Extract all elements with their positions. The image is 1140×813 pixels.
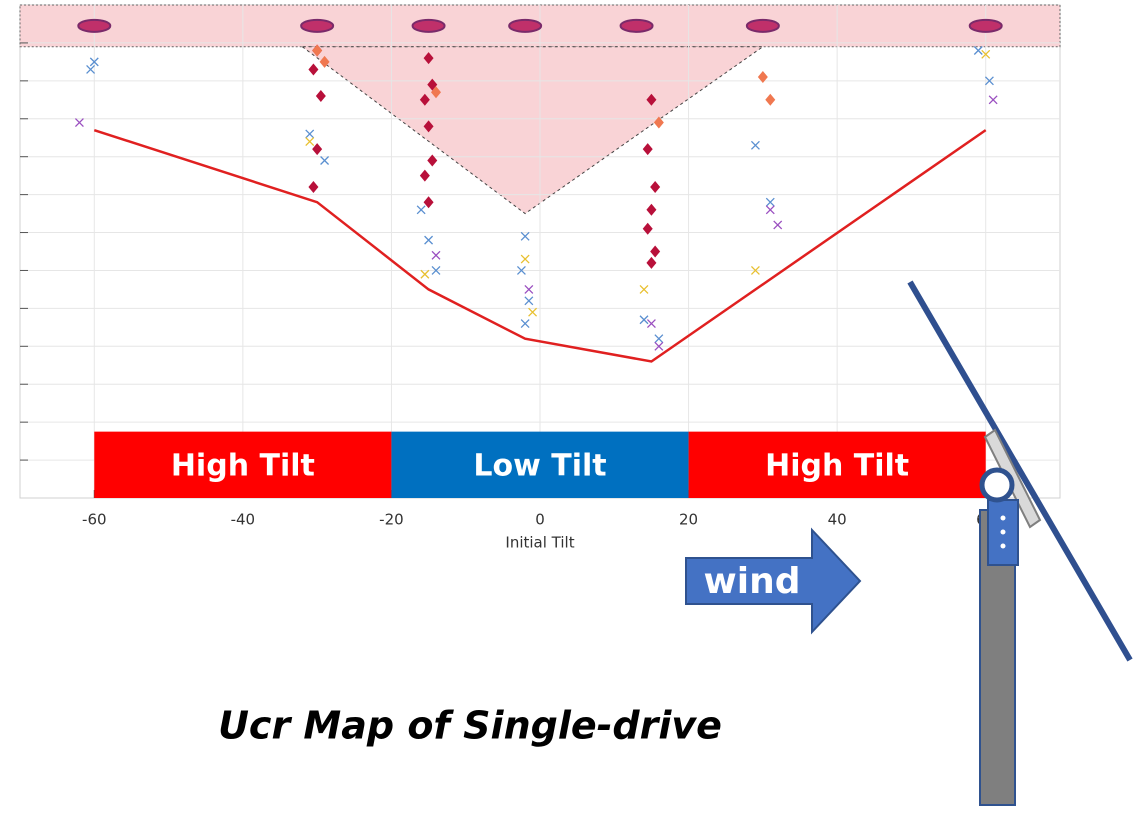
panel <box>907 280 1133 662</box>
x-tick-label: -20 <box>379 511 404 529</box>
threshold-line <box>93 128 987 363</box>
x-tick-label: -60 <box>82 511 107 529</box>
x-tick-label: 40 <box>828 511 847 529</box>
wind-arrow <box>685 527 862 635</box>
point <box>74 118 84 128</box>
region-bar <box>94 431 392 498</box>
point <box>765 93 776 106</box>
point <box>424 235 434 245</box>
x-axis-label: Initial Tilt <box>505 534 574 552</box>
caption: Ucr Map of Single-drive <box>218 704 722 748</box>
point <box>419 93 430 106</box>
point <box>431 266 441 275</box>
wind-label: wind <box>704 561 801 602</box>
point <box>416 205 426 215</box>
point <box>423 196 434 209</box>
shaded-region <box>300 46 765 215</box>
point <box>423 52 434 65</box>
bolt <box>1000 529 1006 535</box>
point-cluster <box>745 18 780 33</box>
region-bar <box>688 431 986 498</box>
point <box>765 197 775 207</box>
point <box>420 269 430 279</box>
point <box>773 220 783 230</box>
point <box>750 140 760 150</box>
bolt <box>1000 543 1006 549</box>
point <box>419 169 430 182</box>
point <box>750 266 760 275</box>
overlay: wind Ucr Map of Single-drive <box>218 280 1133 806</box>
point <box>988 95 998 105</box>
point <box>646 319 656 329</box>
point <box>315 90 326 103</box>
point <box>524 284 534 294</box>
point <box>319 55 330 68</box>
point-cluster <box>619 18 654 33</box>
point <box>423 120 434 133</box>
pivot <box>979 467 1015 503</box>
point <box>520 319 530 329</box>
point <box>312 44 323 57</box>
point <box>308 181 319 194</box>
point <box>642 143 653 156</box>
point-cluster <box>508 18 543 33</box>
point <box>427 154 438 167</box>
region-label: Low Tilt <box>473 448 606 483</box>
point <box>431 250 441 260</box>
point <box>639 284 649 294</box>
point-cluster <box>968 18 1003 33</box>
x-tick-label: -40 <box>231 511 256 529</box>
point <box>981 49 991 59</box>
point-cluster <box>411 18 446 33</box>
point <box>650 245 661 258</box>
point <box>308 63 319 76</box>
point-cluster <box>77 18 112 33</box>
point <box>86 65 96 74</box>
point <box>431 86 441 99</box>
point <box>520 254 530 264</box>
point <box>654 334 664 344</box>
point <box>305 129 315 139</box>
point <box>528 307 538 317</box>
point <box>642 222 653 235</box>
point <box>89 57 99 67</box>
point <box>320 156 330 165</box>
point <box>516 266 526 275</box>
point <box>646 256 657 269</box>
bolt <box>1000 515 1006 521</box>
point <box>654 341 664 351</box>
point <box>646 203 657 216</box>
point <box>973 46 983 55</box>
point <box>757 71 768 84</box>
point <box>650 181 661 194</box>
point <box>520 231 530 241</box>
point <box>653 116 664 129</box>
x-tick-label: 20 <box>679 511 698 529</box>
region-label: High Tilt <box>171 448 315 483</box>
point-cluster <box>300 18 335 33</box>
point <box>427 78 438 91</box>
point <box>984 76 994 86</box>
region-bar <box>391 431 689 498</box>
point <box>765 205 775 215</box>
x-tick-label: 0 <box>535 511 545 529</box>
point <box>305 137 315 146</box>
point <box>639 315 649 325</box>
point <box>646 93 657 106</box>
region-label: High Tilt <box>765 448 909 483</box>
point <box>312 143 323 156</box>
point <box>524 296 534 306</box>
